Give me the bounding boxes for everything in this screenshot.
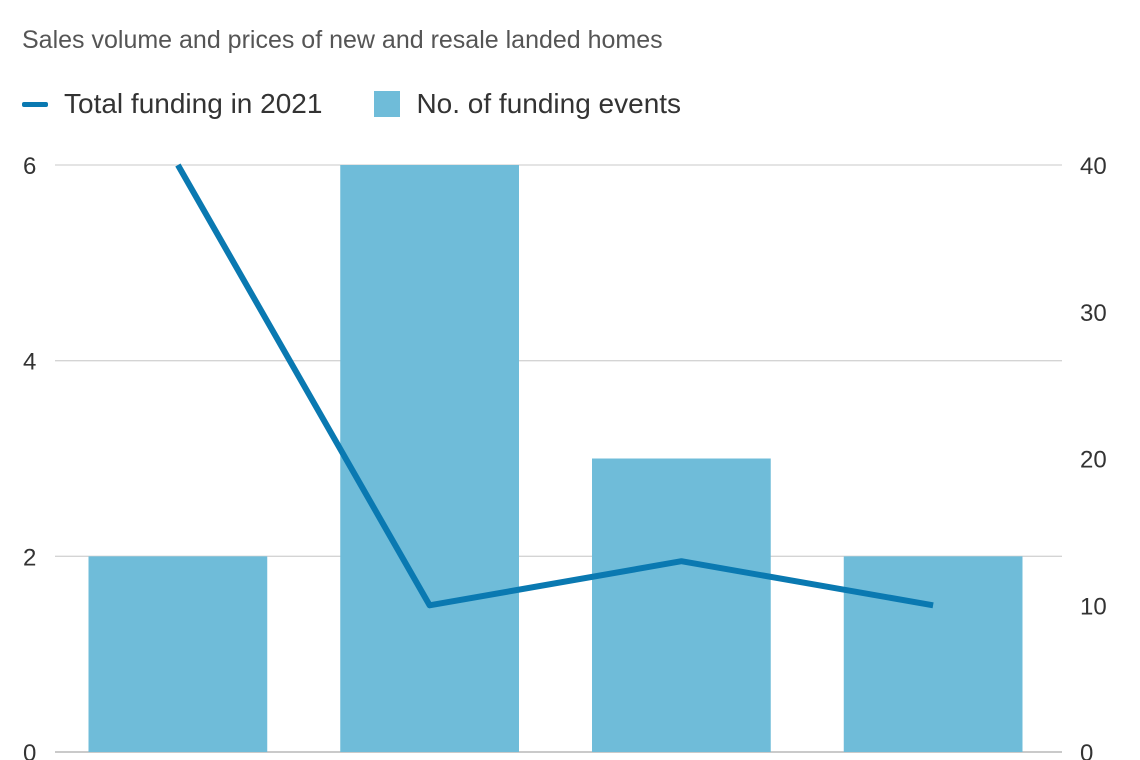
line-series <box>175 163 934 609</box>
legend-line-swatch-icon <box>22 101 48 107</box>
bar-series <box>88 165 1023 752</box>
right-axis-tick-label: 30 <box>1080 300 1107 327</box>
funding-line <box>175 163 934 609</box>
chart-legend: Total funding in 2021 No. of funding eve… <box>22 86 733 122</box>
legend-label-total-funding: Total funding in 2021 <box>64 88 323 119</box>
right-axis-tick-label: 10 <box>1080 593 1107 620</box>
left-axis-tick-label: 4 <box>23 349 36 376</box>
legend-item-funding-events: No. of funding events <box>374 88 681 120</box>
left-axis-ticks: 0 2 4 6 <box>23 153 36 760</box>
bar <box>340 165 519 752</box>
left-axis-tick-label: 0 <box>23 740 36 760</box>
right-axis-tick-label: 40 <box>1080 153 1107 180</box>
bar <box>592 458 771 752</box>
bar <box>843 556 1023 752</box>
left-axis-tick-label: 6 <box>23 153 36 180</box>
bar <box>88 556 268 752</box>
left-axis-tick-label: 2 <box>23 544 36 571</box>
legend-bar-swatch-icon <box>374 91 401 117</box>
right-axis-tick-label: 0 <box>1080 740 1093 760</box>
right-axis-tick-label: 20 <box>1080 447 1107 474</box>
right-axis-ticks: 0 10 20 30 40 <box>1080 153 1107 760</box>
legend-item-total-funding: Total funding in 2021 <box>22 88 322 120</box>
chart-subtitle: Sales volume and prices of new and resal… <box>22 26 663 54</box>
legend-label-funding-events: No. of funding events <box>416 88 682 119</box>
